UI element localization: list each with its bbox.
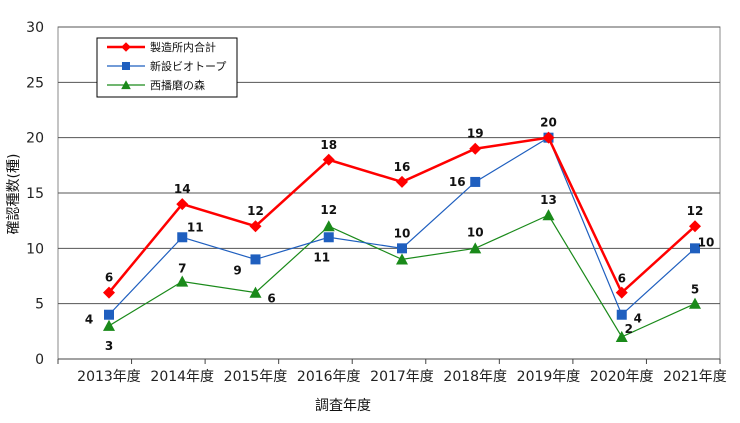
- data-point: [616, 309, 627, 320]
- data-point: [176, 198, 189, 211]
- x-tick-label: 2016年度: [297, 369, 361, 385]
- data-label: 19: [467, 127, 484, 141]
- data-labels: 6 14 12 18 16 19 20 6 12 4 11 9 11 10 16 4 10 3 7 6 12 10 13 2 5: [85, 116, 715, 353]
- series-layer: [103, 131, 701, 342]
- legend-marker: [122, 62, 130, 70]
- data-point: [103, 286, 115, 299]
- data-point: [396, 175, 408, 188]
- data-label: 7: [178, 262, 186, 276]
- data-point: [177, 232, 188, 243]
- y-tick-label: 10: [26, 241, 44, 257]
- x-tick-label: 2018年度: [443, 369, 507, 385]
- x-tick-label: 2019年度: [517, 369, 581, 385]
- x-tick-label: 2014年度: [150, 369, 214, 385]
- data-point: [470, 176, 481, 187]
- data-point: [322, 153, 335, 166]
- data-label: 6: [105, 271, 113, 285]
- x-tick-label: 2017年度: [370, 369, 434, 385]
- data-point: [322, 220, 335, 232]
- x-axis-title: 調査年度: [315, 398, 371, 414]
- data-point: [615, 330, 628, 342]
- y-axis-title: 確認種数(種): [6, 154, 22, 235]
- y-tick-label: 0: [35, 352, 44, 368]
- x-tick-label: 2015年度: [224, 369, 288, 385]
- data-label: 12: [247, 204, 264, 218]
- data-label: 9: [233, 263, 241, 277]
- data-point: [397, 243, 407, 254]
- legend-marker: [121, 80, 131, 90]
- data-label: 11: [187, 220, 204, 234]
- y-tick-label: 15: [26, 186, 44, 202]
- series-0: [103, 131, 701, 299]
- series-2: [103, 209, 701, 342]
- data-point: [396, 253, 408, 265]
- data-point: [176, 275, 189, 287]
- y-tick-label: 25: [26, 75, 44, 91]
- data-point: [542, 131, 555, 144]
- data-point: [615, 286, 628, 299]
- data-label: 14: [174, 182, 191, 196]
- x-tick-label: 2020年度: [590, 369, 654, 385]
- x-tick-label: 2021年度: [663, 369, 727, 385]
- data-label: 18: [320, 138, 337, 152]
- legend-label: 製造所内合計: [150, 40, 216, 54]
- data-point: [542, 209, 555, 221]
- legend-item: 製造所内合計: [107, 40, 216, 54]
- data-label: 16: [449, 175, 466, 189]
- data-label: 10: [698, 235, 715, 249]
- legend-label: 新設ビオトープ: [150, 59, 226, 73]
- legend-item: 西播磨の森: [107, 78, 205, 92]
- data-point: [690, 243, 700, 254]
- data-label: 20: [540, 116, 557, 130]
- data-label: 4: [634, 312, 642, 326]
- data-point: [249, 220, 262, 233]
- data-point: [689, 220, 701, 233]
- data-label: 13: [540, 193, 557, 207]
- data-label: 11: [313, 250, 330, 264]
- data-label: 4: [85, 313, 93, 327]
- data-label: 12: [687, 204, 704, 218]
- x-axis-ticks: 2013年度 2014年度 2015年度 2016年度 2017年度 2018年度 2019…: [57, 358, 727, 385]
- data-label: 5: [691, 283, 699, 297]
- data-label: 6: [618, 272, 626, 286]
- data-label: 3: [105, 339, 113, 353]
- y-tick-label: 5: [35, 297, 44, 313]
- data-label: 10: [394, 226, 411, 240]
- data-label: 6: [267, 292, 275, 306]
- data-point: [689, 297, 701, 309]
- data-point: [323, 232, 334, 243]
- data-label: 2: [625, 322, 633, 336]
- x-tick-label: 2013年度: [77, 369, 141, 385]
- legend-item: 新設ビオトープ: [107, 59, 226, 73]
- data-label: 10: [467, 225, 484, 239]
- y-axis-ticks: 0 5 10 15 20 25 30: [26, 20, 44, 368]
- data-point: [469, 142, 482, 155]
- y-tick-label: 30: [26, 20, 44, 36]
- y-tick-label: 20: [26, 131, 44, 147]
- data-label: 12: [320, 203, 337, 217]
- legend-label: 西播磨の森: [150, 78, 205, 92]
- data-point: [103, 319, 115, 331]
- data-point: [469, 242, 482, 254]
- data-point: [104, 309, 114, 320]
- data-point: [249, 286, 262, 298]
- legend-marker: [121, 42, 131, 52]
- data-point: [250, 254, 261, 265]
- data-label: 16: [394, 160, 411, 174]
